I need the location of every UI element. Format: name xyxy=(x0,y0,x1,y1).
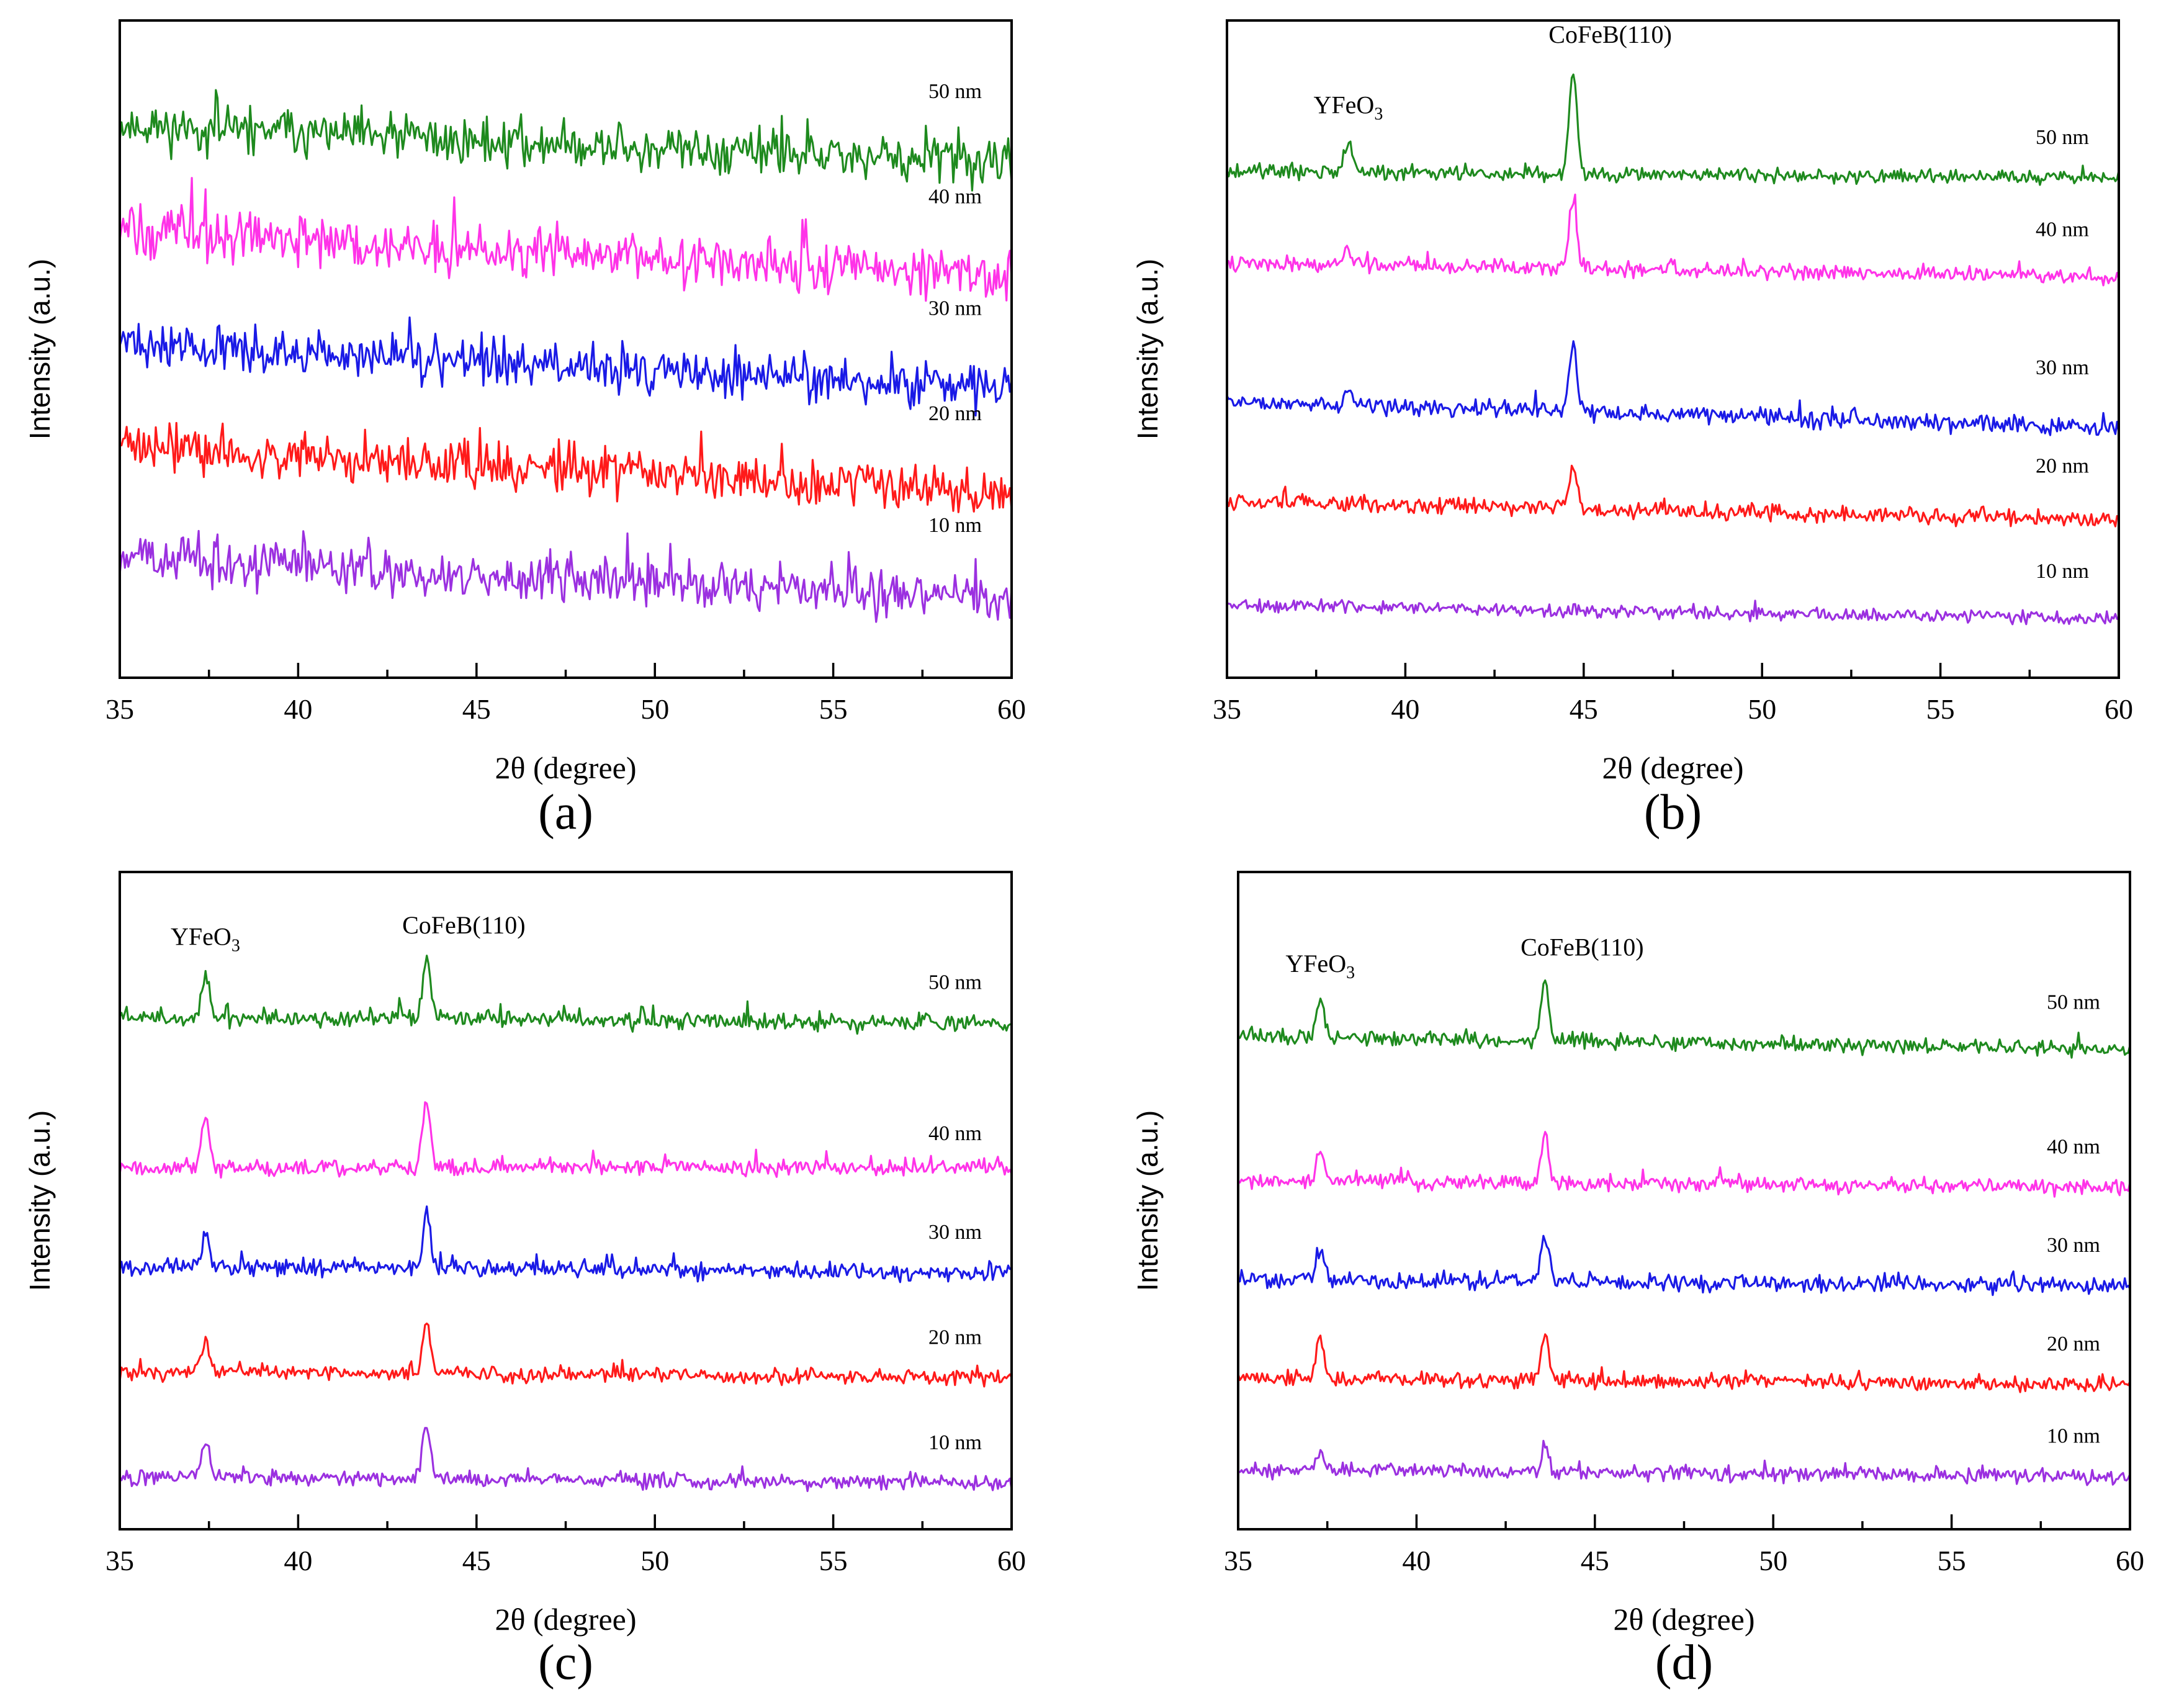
peak-label: CoFeB(110) xyxy=(402,911,526,939)
series-label: 10 nm xyxy=(928,1431,982,1454)
series-label: 40 nm xyxy=(928,186,982,209)
series-label: 30 nm xyxy=(928,297,982,320)
peak-label-subscript: 3 xyxy=(1374,105,1383,124)
panel-0: 50 nm 40 nm 30 nm 20 nm 10 nm 35 40 45 50 55 60 2θ … xyxy=(24,19,1026,840)
series-line-50-nm xyxy=(1226,73,2120,186)
plot-frame xyxy=(119,871,1013,1530)
x-tick-label: 60 xyxy=(997,693,1026,725)
panel-caption: (d) xyxy=(1655,1635,1713,1690)
series-line-30-nm xyxy=(1237,1234,2131,1297)
series-label: 50 nm xyxy=(2047,991,2100,1014)
series-label: 10 nm xyxy=(2047,1424,2100,1447)
x-axis-title: 2θ (degree) xyxy=(495,1602,637,1637)
x-tick-label: 60 xyxy=(2116,1545,2144,1576)
series-line-40-nm xyxy=(1237,1131,2131,1198)
series-label: 50 nm xyxy=(928,80,982,103)
series-label: 40 nm xyxy=(928,1122,982,1145)
peak-label: CoFeB(110) xyxy=(1548,20,1672,48)
x-axis-title: 2θ (degree) xyxy=(495,750,637,785)
x-tick-label: 35 xyxy=(106,1545,134,1576)
series-label: 50 nm xyxy=(928,971,982,994)
series-line-10-nm xyxy=(1226,598,2119,626)
panel-3: 50 nm 40 nm 30 nm 20 nm 10 nm YFeO3 CoFeB(110)… xyxy=(1131,871,2144,1690)
x-tick-label: 50 xyxy=(640,1545,669,1576)
x-tick-label: 45 xyxy=(462,1545,491,1576)
peak-label-text: CoFeB(110) xyxy=(1521,933,1644,961)
x-tick-label: 45 xyxy=(1581,1545,1609,1576)
peak-label-text: YFeO xyxy=(1314,91,1375,119)
series-line-50-nm xyxy=(119,89,1013,192)
y-axis-title: Intensity (a.u.) xyxy=(1131,1110,1164,1291)
peak-label: CoFeB(110) xyxy=(1521,933,1644,961)
y-axis-title: Intensity (a.u.) xyxy=(1131,259,1164,439)
peak-label-subscript: 3 xyxy=(1346,963,1355,982)
series-line-40-nm xyxy=(119,1101,1013,1179)
panel-caption: (c) xyxy=(538,1635,593,1690)
series-line-10-nm xyxy=(119,1427,1013,1493)
x-tick-label: 35 xyxy=(106,693,134,725)
series-line-40-nm xyxy=(119,177,1013,302)
y-axis-title: Intensity (a.u.) xyxy=(24,259,56,439)
plot-frame xyxy=(1237,871,2131,1530)
x-tick-label: 40 xyxy=(1402,1545,1431,1576)
series-label: 40 nm xyxy=(2047,1135,2100,1158)
series-line-10-nm xyxy=(1238,1439,2131,1486)
series-label: 30 nm xyxy=(928,1221,982,1244)
series-label: 20 nm xyxy=(928,1326,982,1349)
x-axis-title: 2θ (degree) xyxy=(1614,1602,1755,1637)
series-line-50-nm xyxy=(1238,979,2131,1059)
peak-label-text: CoFeB(110) xyxy=(1548,20,1672,48)
series-line-20-nm xyxy=(119,1322,1013,1388)
series-label: 50 nm xyxy=(2036,126,2089,149)
series-line-20-nm xyxy=(1226,464,2119,528)
x-tick-label: 35 xyxy=(1224,1545,1252,1576)
x-tick-label: 40 xyxy=(284,693,312,725)
series-line-10-nm xyxy=(119,529,1013,623)
x-tick-label: 60 xyxy=(997,1545,1026,1576)
series-line-20-nm xyxy=(119,421,1013,513)
peak-label-subscript: 3 xyxy=(231,937,240,956)
series-label: 20 nm xyxy=(928,402,982,425)
panel-2: 50 nm 40 nm 30 nm 20 nm 10 nm YFeO3 CoFeB(110)… xyxy=(24,871,1026,1690)
x-tick-label: 50 xyxy=(1759,1545,1787,1576)
peak-label-text: YFeO xyxy=(171,923,231,951)
series-line-30-nm xyxy=(119,316,1013,417)
x-tick-label: 55 xyxy=(819,693,848,725)
series-label: 30 nm xyxy=(2036,356,2089,379)
plot-frame xyxy=(1226,19,2120,679)
x-tick-label: 45 xyxy=(1570,693,1598,725)
peak-label-text: YFeO xyxy=(1285,950,1346,978)
series-label: 30 nm xyxy=(2047,1234,2100,1257)
series-line-20-nm xyxy=(1237,1333,2131,1393)
y-axis-title: Intensity (a.u.) xyxy=(24,1110,56,1291)
x-axis-title: 2θ (degree) xyxy=(1602,750,1744,785)
peak-label: YFeO3 xyxy=(1285,950,1355,982)
peak-label: YFeO3 xyxy=(171,923,240,956)
series-label: 10 nm xyxy=(928,514,982,537)
panel-1: 50 nm 40 nm 30 nm 20 nm 10 nm YFeO3 CoFeB(110)… xyxy=(1131,19,2133,840)
x-tick-label: 55 xyxy=(1926,693,1955,725)
x-tick-label: 40 xyxy=(284,1545,312,1576)
series-label: 20 nm xyxy=(2036,455,2089,478)
series-label: 20 nm xyxy=(2047,1333,2100,1355)
series-label: 40 nm xyxy=(2036,218,2089,241)
peak-label-text: CoFeB(110) xyxy=(402,911,526,939)
series-label: 10 nm xyxy=(2036,560,2089,583)
x-tick-label: 40 xyxy=(1391,693,1419,725)
x-tick-label: 50 xyxy=(640,693,669,725)
series-line-30-nm xyxy=(119,1205,1012,1283)
x-tick-label: 60 xyxy=(2105,693,2133,725)
x-tick-label: 55 xyxy=(1938,1545,1966,1576)
x-tick-label: 50 xyxy=(1748,693,1776,725)
x-tick-label: 55 xyxy=(819,1545,848,1576)
series-line-40-nm xyxy=(1226,193,2120,287)
panel-caption: (a) xyxy=(538,785,593,840)
series-line-50-nm xyxy=(119,955,1012,1035)
x-tick-label: 45 xyxy=(462,693,491,725)
peak-label: YFeO3 xyxy=(1314,91,1383,124)
panel-caption: (b) xyxy=(1644,785,1702,840)
x-tick-label: 35 xyxy=(1213,693,1241,725)
series-line-30-nm xyxy=(1226,340,2120,436)
